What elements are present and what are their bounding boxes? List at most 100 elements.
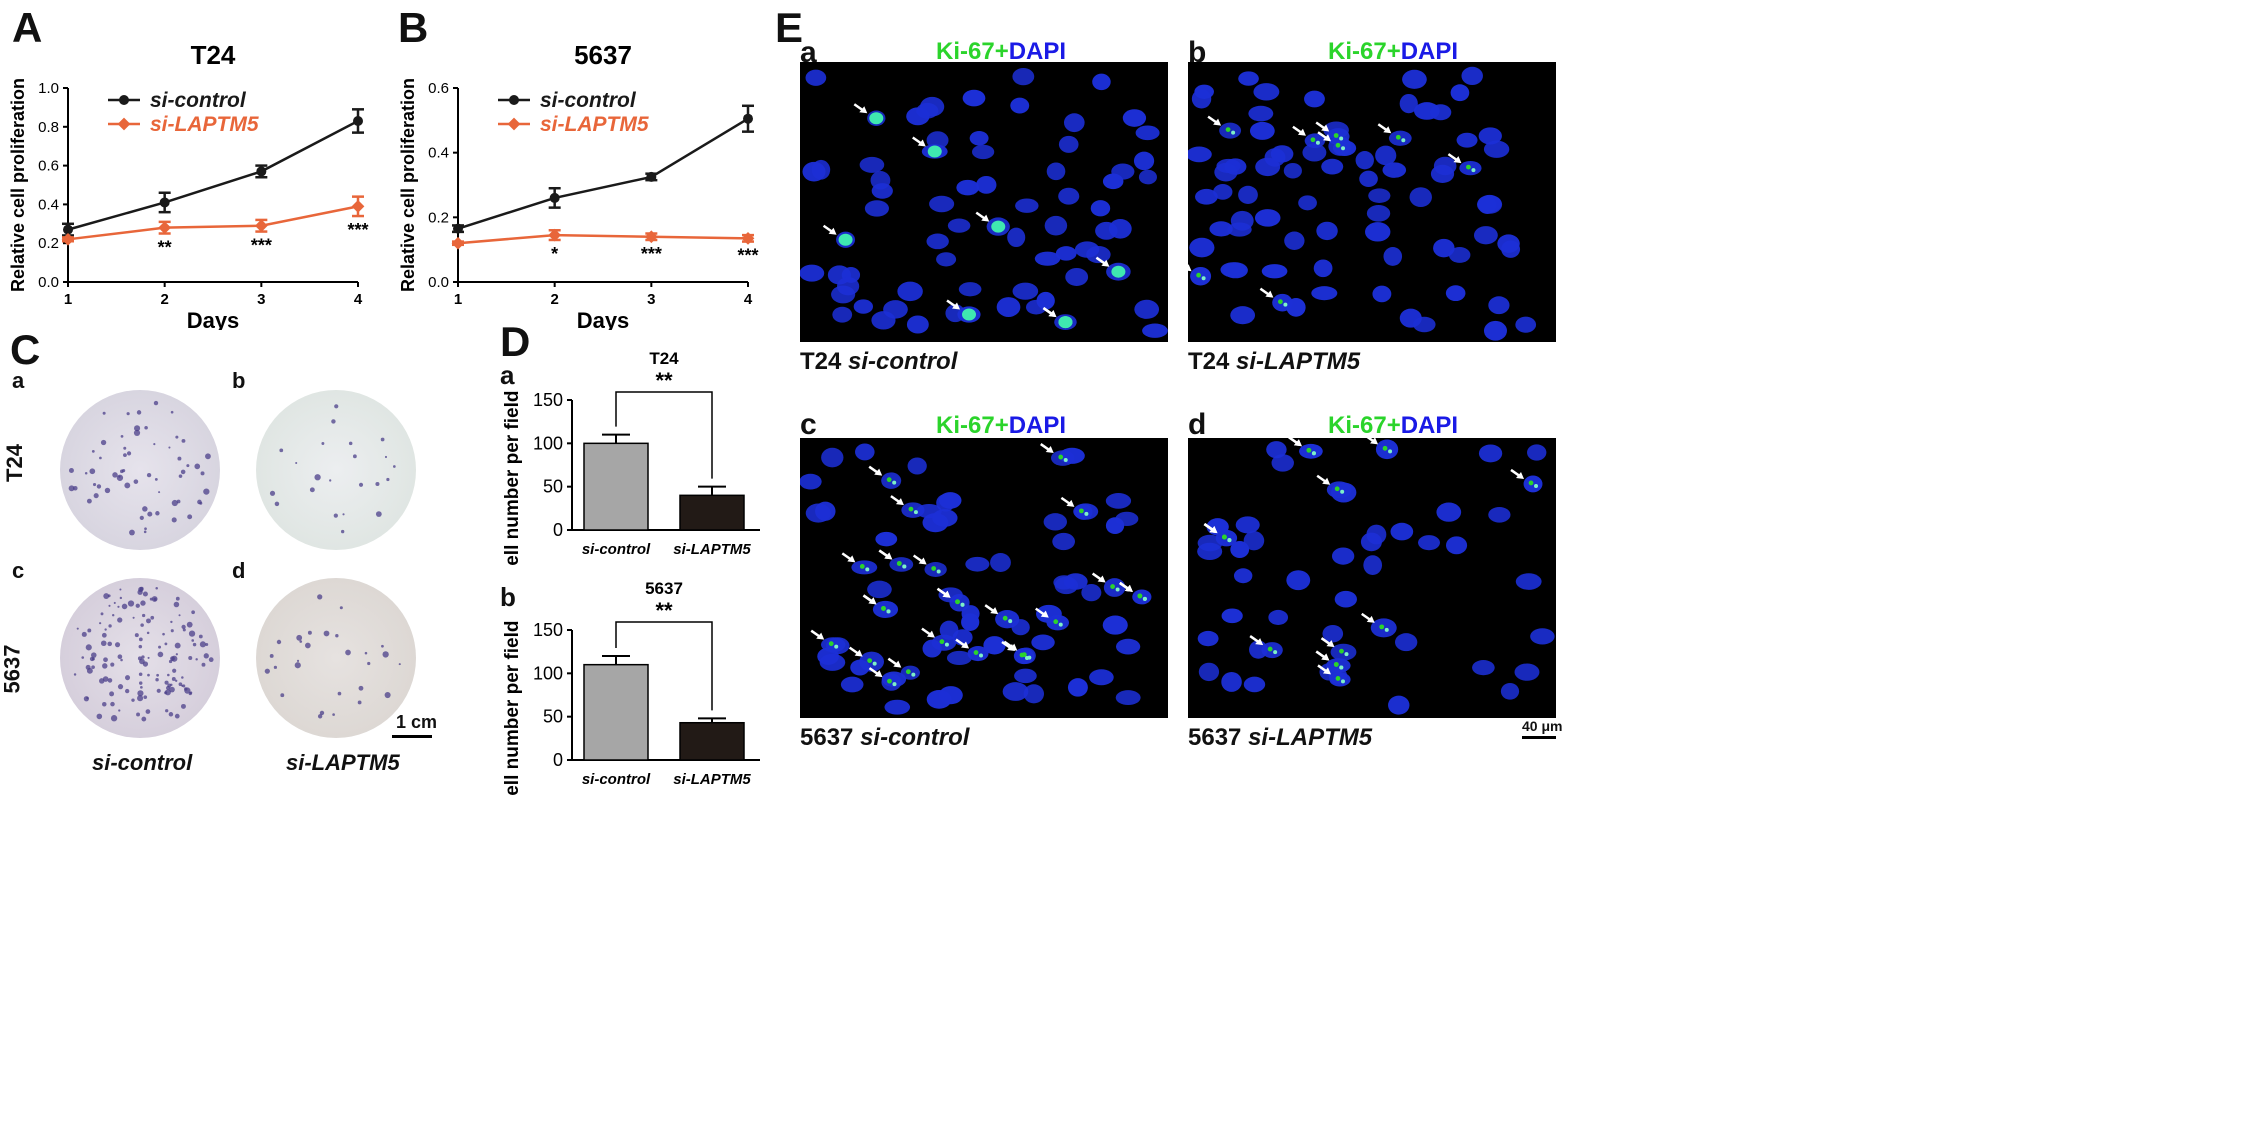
colony xyxy=(333,513,338,518)
nucleus xyxy=(947,218,971,233)
arrow-head xyxy=(828,227,837,235)
nucleus xyxy=(1081,584,1102,602)
colony xyxy=(137,690,144,697)
nucleus xyxy=(855,443,875,461)
ki67-spot xyxy=(908,506,914,512)
x-tick-label: 2 xyxy=(550,291,558,308)
colony xyxy=(382,651,389,658)
colony xyxy=(143,695,148,700)
x-axis-title: Days xyxy=(187,308,240,330)
nucleus xyxy=(1255,157,1281,177)
arrow-head xyxy=(1213,118,1222,126)
col-label-si-laptm5: si-LAPTM5 xyxy=(286,750,400,775)
colony xyxy=(180,469,186,475)
nucleus xyxy=(1209,221,1233,237)
bar-si-control xyxy=(583,442,649,531)
colony xyxy=(164,680,169,685)
colony xyxy=(294,662,301,669)
nucleus xyxy=(1052,532,1076,551)
colony xyxy=(332,713,335,716)
colony xyxy=(319,710,325,716)
panel-label-b: B xyxy=(398,4,429,51)
colony xyxy=(168,446,171,449)
category-label: si-control xyxy=(582,541,651,558)
nucleus xyxy=(1418,535,1440,551)
nucleus xyxy=(907,457,927,475)
nucleus xyxy=(1433,238,1455,258)
nucleus xyxy=(1445,285,1466,302)
colony xyxy=(99,622,102,625)
ki67-spot xyxy=(1340,679,1345,684)
y-tick-label: 100 xyxy=(533,433,563,453)
colony xyxy=(352,454,357,459)
colony xyxy=(199,501,203,505)
ki67-spot xyxy=(1395,134,1401,140)
colony xyxy=(200,471,205,476)
nucleus xyxy=(1261,264,1288,279)
colony xyxy=(170,620,173,624)
ki67-spot xyxy=(1201,276,1206,281)
nucleus xyxy=(961,613,980,631)
nucleus xyxy=(1220,262,1246,278)
ki67-spot xyxy=(1333,133,1339,138)
nucleus xyxy=(884,699,911,715)
colony xyxy=(170,410,174,414)
y-tick-label: 0 xyxy=(553,750,563,770)
significance-mark: *** xyxy=(737,246,758,266)
colony xyxy=(117,605,120,608)
nucleus xyxy=(1063,113,1085,133)
category-label: si-LAPTM5 xyxy=(673,771,751,788)
ki67-spot xyxy=(867,658,873,664)
colony xyxy=(317,594,323,600)
micrograph-5637-control xyxy=(800,438,1168,718)
y-axis-title: Relative cell proliferation xyxy=(398,78,418,292)
arrow-head xyxy=(1326,640,1335,648)
colony xyxy=(109,691,115,697)
colony xyxy=(348,441,353,446)
x-tick-label: 1 xyxy=(64,291,72,308)
colony xyxy=(340,529,345,534)
colony xyxy=(146,631,150,635)
y-tick-label: 0.4 xyxy=(38,196,59,213)
colony xyxy=(89,468,96,475)
ki67-spot xyxy=(936,569,941,574)
arrow-head xyxy=(1124,584,1133,592)
nucleus xyxy=(936,252,957,267)
colony xyxy=(314,474,321,481)
data-point xyxy=(254,219,268,233)
colony xyxy=(358,482,364,487)
caption-5637-control: 5637 si-control xyxy=(800,724,970,751)
colony xyxy=(85,644,92,651)
colony xyxy=(158,491,161,494)
nucleus xyxy=(1472,660,1495,676)
colony xyxy=(126,451,132,456)
nucleus xyxy=(922,639,942,658)
legend-label: si-LAPTM5 xyxy=(150,113,259,136)
colony xyxy=(140,623,144,627)
colony xyxy=(177,456,182,461)
significance-mark: ** xyxy=(655,368,673,393)
colony-dish-t24-control xyxy=(60,390,220,550)
colony xyxy=(76,627,79,630)
nucleus xyxy=(1067,678,1088,697)
colony xyxy=(386,477,390,482)
arrow-head xyxy=(1322,667,1331,675)
nucleus xyxy=(1105,493,1132,509)
arrow-head xyxy=(1048,310,1057,318)
colony xyxy=(342,513,345,516)
ki67-spot xyxy=(1333,662,1339,667)
nucleus xyxy=(1461,66,1483,86)
x-tick-label: 3 xyxy=(257,291,265,308)
nucleus xyxy=(1284,231,1305,250)
chart-title: T24 xyxy=(191,40,236,70)
colony xyxy=(188,656,193,661)
nucleus xyxy=(1235,516,1260,534)
nucleus xyxy=(920,96,945,117)
arrow-head xyxy=(1370,438,1379,445)
ki67-spot xyxy=(1084,511,1089,516)
colony xyxy=(68,485,75,492)
data-point xyxy=(159,197,170,208)
arrow-head xyxy=(1293,439,1302,447)
colony xyxy=(339,606,343,610)
colony xyxy=(171,655,178,662)
